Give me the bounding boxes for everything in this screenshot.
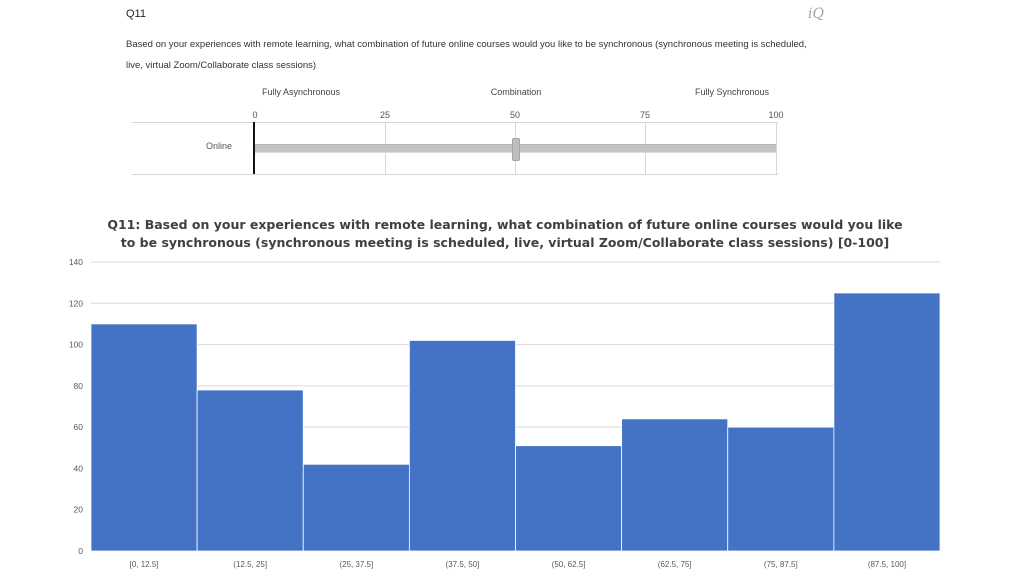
y-tick-label: 0 [78,546,83,556]
y-tick-label: 20 [74,505,84,515]
histogram-bar [196,389,304,552]
y-tick-label: 60 [74,422,84,432]
histogram-bar [408,340,516,552]
x-tick-label: (62.5, 75] [658,560,692,569]
scale-tick-75: 75 [639,110,651,120]
histogram-bar [621,418,729,552]
slider-handle[interactable] [511,138,520,161]
x-tick-label: (25, 37.5] [339,560,373,569]
histogram-bar [302,463,410,552]
x-tick-label: (75, 87.5] [764,560,798,569]
histogram-bar [833,292,941,552]
scale-tick-50: 50 [509,110,521,120]
x-tick-label: (87.5, 100] [868,560,906,569]
histogram-bar [727,426,835,552]
question-text: Based on your experiences with remote le… [126,39,807,71]
x-tick-label: (12.5, 25] [233,560,267,569]
scale-tick-25: 25 [379,110,391,120]
scale-tick-100: 100 [768,110,784,120]
scale-label-combination: Combination [490,87,542,97]
scale-tick-0: 0 [252,110,258,120]
x-tick-label: (50, 62.5] [552,560,586,569]
histogram-bar [515,445,623,552]
y-tick-label: 100 [69,340,83,350]
y-tick-label: 120 [69,298,83,308]
question-id: Q11 [126,8,146,20]
qualtrics-logo: iQ [808,6,824,22]
x-tick-label: (37.5, 50] [446,560,480,569]
slider-row [132,122,778,175]
slider-origin-line [253,122,255,174]
y-tick-label: 80 [74,381,84,391]
scale-label-fully-synchronous: Fully Synchronous [694,87,770,97]
slider-gridline [776,122,777,174]
slider-row-label: Online [206,141,233,151]
chart-title: Q11: Based on your experiences with remo… [107,217,903,250]
histogram-bar [90,323,198,552]
y-tick-label: 140 [69,257,83,267]
y-tick-label: 40 [74,463,84,473]
scale-label-fully-asynchronous: Fully Asynchronous [261,87,341,97]
x-tick-label: [0, 12.5] [130,560,159,569]
